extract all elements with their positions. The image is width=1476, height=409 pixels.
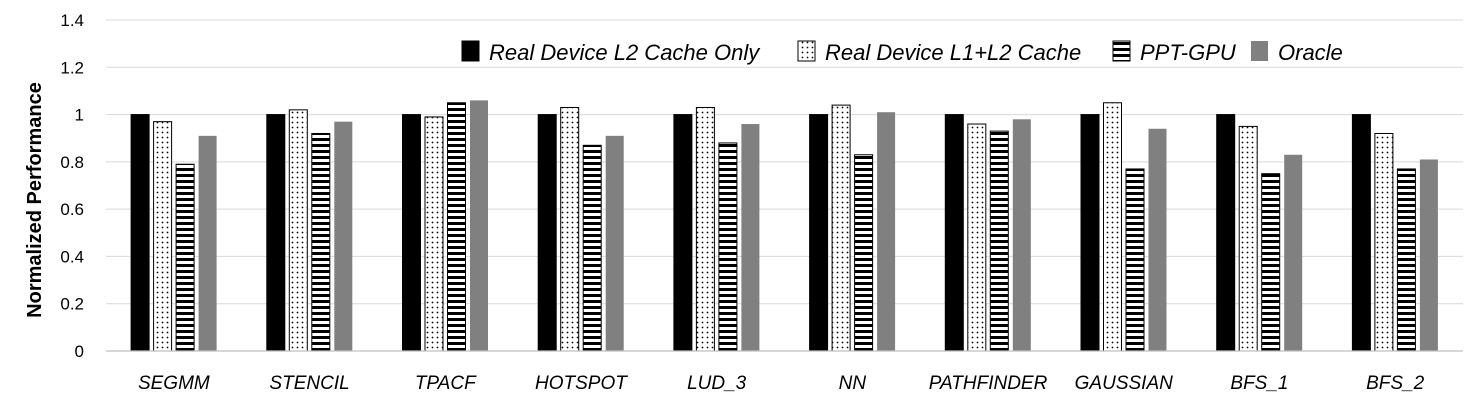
bar xyxy=(288,109,308,352)
y-tick-label: 1.4 xyxy=(60,11,84,30)
bar xyxy=(470,100,488,351)
bar xyxy=(741,124,760,352)
bar xyxy=(537,114,557,352)
x-tick-label: GAUSSIAN xyxy=(1075,373,1173,394)
y-tick-label: 0.8 xyxy=(60,153,84,172)
bar xyxy=(831,104,851,352)
y-tick-label: 0.6 xyxy=(60,200,84,219)
bar xyxy=(1148,128,1167,351)
bar xyxy=(673,114,693,352)
y-tick-label: 0 xyxy=(75,342,84,361)
y-tick-label: 1.2 xyxy=(60,58,84,77)
y-tick-label: 0.4 xyxy=(60,247,84,266)
bar xyxy=(311,132,331,352)
bar xyxy=(334,121,353,352)
gridlines xyxy=(106,19,1463,305)
bar xyxy=(1125,168,1145,352)
bars xyxy=(130,100,1438,352)
bar xyxy=(809,114,829,352)
x-tick-label: STENCIL xyxy=(269,373,349,394)
y-axis-title: Normalized Performance xyxy=(24,82,46,318)
bar xyxy=(1216,114,1236,352)
legend-label: Real Device L1+L2 Cache xyxy=(825,40,1081,65)
x-tick-label: NN xyxy=(839,373,867,394)
bar xyxy=(1238,125,1258,352)
bar xyxy=(402,114,421,352)
bar xyxy=(1103,102,1122,352)
legend-swatch xyxy=(461,40,480,62)
y-tick-label: 0.2 xyxy=(60,295,84,314)
bar xyxy=(944,114,964,352)
x-tick-label: BFS_1 xyxy=(1230,373,1288,394)
bar xyxy=(1284,154,1303,351)
bar xyxy=(198,135,217,351)
bar xyxy=(605,135,624,351)
legend-swatch xyxy=(797,40,816,62)
axes: 0 0.2 0.4 0.6 0.8 1 1.2 1.4 SEGMM STENCIL TPACF HOT… xyxy=(60,11,1463,394)
bar xyxy=(130,114,150,352)
bar xyxy=(854,154,874,352)
bar xyxy=(266,114,286,352)
bar xyxy=(560,106,580,352)
x-tick-label: PATHFINDER xyxy=(929,373,1048,394)
legend-label: Oracle xyxy=(1278,40,1343,65)
bar xyxy=(695,106,715,352)
legend-label: PPT-GPU xyxy=(1140,40,1236,65)
bar xyxy=(582,144,602,352)
y-tick-label: 1 xyxy=(75,106,84,125)
legend-swatch xyxy=(1251,41,1268,61)
bar xyxy=(1080,114,1100,352)
bar xyxy=(153,121,173,352)
legend-swatch xyxy=(1112,40,1131,62)
x-tick-label: HOTSPOT xyxy=(535,373,628,394)
bar xyxy=(1261,173,1281,352)
x-tick-label: SEGMM xyxy=(138,373,210,394)
bar xyxy=(175,163,195,352)
bar xyxy=(1012,119,1031,351)
legend-label: Real Device L2 Cache Only xyxy=(489,40,761,65)
bar xyxy=(718,142,738,352)
bar xyxy=(447,102,466,352)
bar xyxy=(989,130,1009,352)
bar xyxy=(967,123,987,352)
bar xyxy=(424,116,444,352)
x-tick-label: BFS_2 xyxy=(1366,373,1425,394)
bar xyxy=(1396,168,1416,352)
bar xyxy=(1374,132,1394,352)
x-tick-label: LUD_3 xyxy=(687,373,747,394)
bar xyxy=(1419,159,1438,351)
bar xyxy=(1351,114,1371,352)
x-tick-label: TPACF xyxy=(415,373,477,394)
legend: Real Device L2 Cache Only Real Device L1+… xyxy=(461,40,1343,65)
bar xyxy=(877,112,896,351)
